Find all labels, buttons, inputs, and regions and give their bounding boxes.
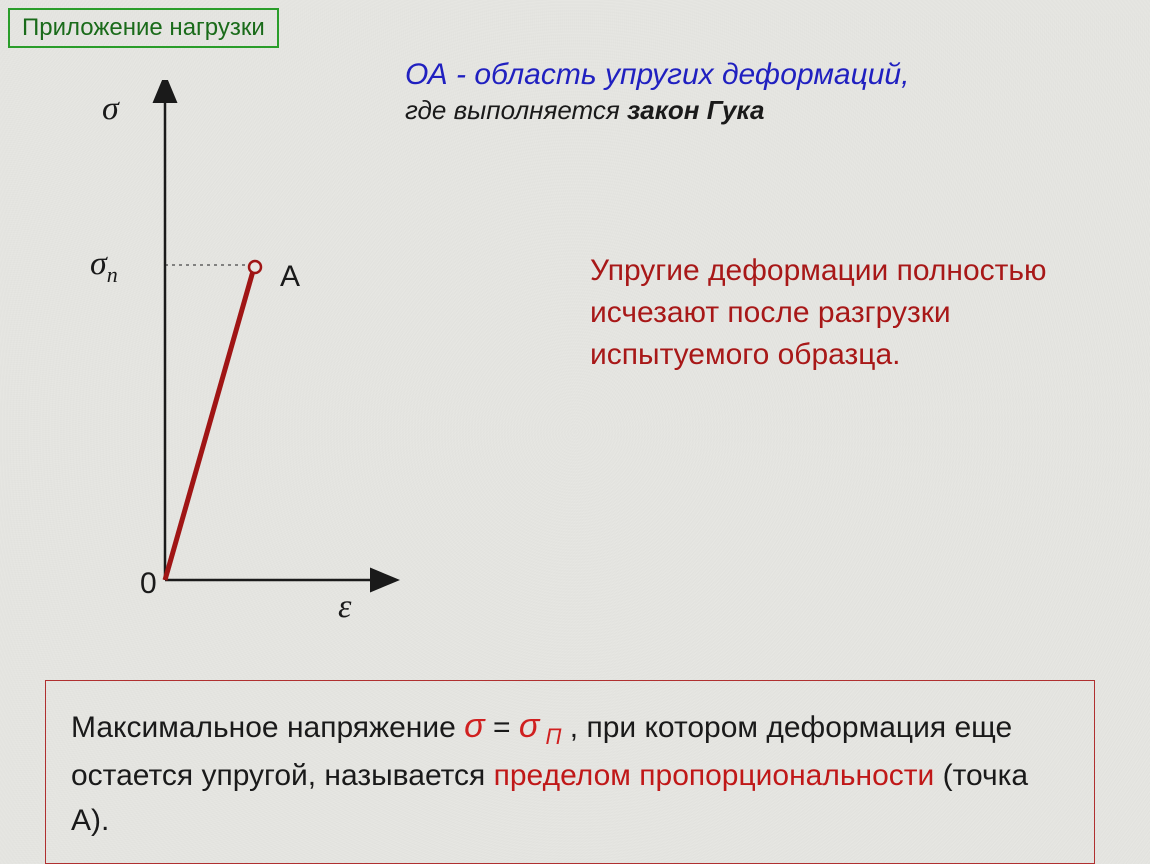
point-a-label: А: [280, 260, 300, 294]
origin-label: 0: [140, 567, 157, 601]
sigma-p-subscript: П: [539, 724, 561, 749]
title-text: Приложение нагрузки: [22, 14, 265, 41]
chart-svg: [80, 80, 430, 630]
hooke-law-name: закон Гука: [627, 95, 764, 125]
y-axis-label: σ: [102, 90, 119, 128]
sigma-symbol: σ: [464, 707, 485, 745]
x-axis-label: ε: [338, 588, 351, 626]
sigma-p-symbol: σ: [519, 707, 540, 745]
elastic-region-description: ОА - область упругих деформаций, где вып…: [405, 55, 1130, 128]
proportionality-limit-definition: Максимальное напряжение σ = σ П , при ко…: [45, 680, 1095, 864]
point-a-marker: [249, 261, 261, 273]
proportionality-limit-term: пределом пропорциональности: [494, 759, 935, 792]
elastic-deformation-note: Упругие деформации полностью исчезают по…: [590, 250, 1120, 376]
hooke-law-text: где выполняется закон Гука: [405, 94, 1130, 128]
title-box: Приложение нагрузки: [8, 8, 279, 48]
sigma-p-label: σп: [90, 245, 118, 288]
stress-strain-chart: σ σп А 0 ε: [80, 80, 430, 630]
oa-definition: ОА - область упругих деформаций,: [405, 55, 1130, 94]
oa-line: [165, 271, 253, 580]
